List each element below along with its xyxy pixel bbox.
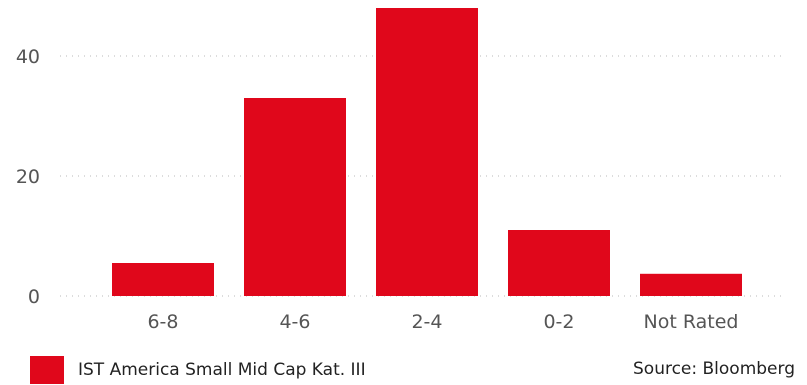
x-tick-label: Not Rated: [644, 311, 739, 333]
legend-swatch: [30, 356, 64, 384]
x-tick-label: 2-4: [411, 311, 442, 333]
bar-0-2: [508, 230, 610, 296]
bar-6-8: [112, 263, 214, 296]
bar-4-6: [244, 98, 346, 296]
x-tick-label: 6-8: [147, 311, 178, 333]
bar-chart: 0 20 40 6-8 4-6 2-4 0-2 Not Rated: [16, 8, 783, 333]
y-tick-label: 20: [16, 166, 40, 188]
legend-label: IST America Small Mid Cap Kat. III: [78, 360, 366, 380]
y-tick-label: 40: [16, 46, 40, 68]
bar-2-4: [376, 8, 478, 296]
y-tick-label: 0: [28, 286, 40, 308]
source-note: Source: Bloomberg: [633, 359, 795, 379]
bars: [112, 8, 742, 296]
bar-not-rated: [640, 273, 742, 296]
x-tick-label: 4-6: [279, 311, 310, 333]
y-axis-ticks: 0 20 40: [16, 46, 40, 308]
legend: IST America Small Mid Cap Kat. III: [30, 356, 366, 384]
x-tick-label: 0-2: [543, 311, 574, 333]
x-axis-ticks: 6-8 4-6 2-4 0-2 Not Rated: [147, 311, 738, 333]
